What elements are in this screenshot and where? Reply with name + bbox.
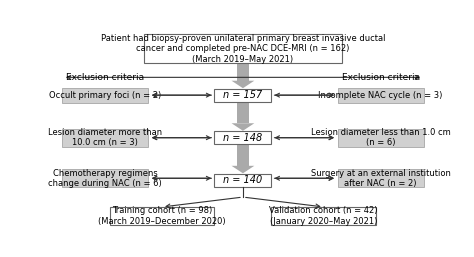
Text: Patient had biopsy-proven unilateral primary breast invasive ductal
cancer and c: Patient had biopsy-proven unilateral pri… (100, 34, 385, 63)
Polygon shape (231, 123, 255, 131)
Polygon shape (231, 81, 255, 88)
FancyBboxPatch shape (214, 89, 272, 102)
Text: Surgery at an external institution
after NAC (n = 2): Surgery at an external institution after… (311, 169, 451, 188)
FancyBboxPatch shape (144, 34, 342, 63)
Text: Exclusion criteria: Exclusion criteria (342, 73, 420, 82)
FancyBboxPatch shape (337, 88, 424, 103)
Text: n = 148: n = 148 (223, 133, 263, 143)
FancyBboxPatch shape (214, 131, 272, 144)
FancyBboxPatch shape (237, 102, 249, 123)
Text: Training cohort (n = 98)
(March 2019–December 2020): Training cohort (n = 98) (March 2019–Dec… (98, 206, 226, 226)
Text: n = 157: n = 157 (223, 90, 263, 100)
Text: Occult primary foci (n = 2): Occult primary foci (n = 2) (49, 91, 161, 100)
FancyBboxPatch shape (337, 129, 424, 146)
Text: Lesion diameter more than
10.0 cm (n = 3): Lesion diameter more than 10.0 cm (n = 3… (48, 128, 162, 148)
FancyBboxPatch shape (110, 207, 214, 225)
Text: n = 140: n = 140 (223, 175, 263, 185)
Text: Chemotherapy regimens
change during NAC (n = 6): Chemotherapy regimens change during NAC … (48, 169, 162, 188)
FancyBboxPatch shape (62, 88, 148, 103)
FancyBboxPatch shape (337, 169, 424, 187)
Text: Lesion diameter less than 1.0 cm
(n = 6): Lesion diameter less than 1.0 cm (n = 6) (311, 128, 451, 148)
FancyBboxPatch shape (62, 129, 148, 146)
Text: Exclusion criteria: Exclusion criteria (66, 73, 144, 82)
FancyBboxPatch shape (214, 174, 272, 187)
FancyBboxPatch shape (237, 64, 249, 81)
Text: Incomplete NAC cycle (n = 3): Incomplete NAC cycle (n = 3) (319, 91, 443, 100)
FancyBboxPatch shape (237, 144, 249, 166)
Polygon shape (231, 166, 255, 173)
Text: Validation cohort (n = 42)
(January 2020–May 2021): Validation cohort (n = 42) (January 2020… (270, 206, 378, 226)
FancyBboxPatch shape (62, 169, 148, 187)
FancyBboxPatch shape (272, 207, 376, 225)
